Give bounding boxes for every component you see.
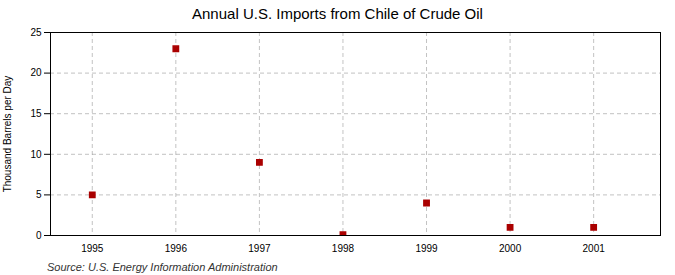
svg-text:2000: 2000 — [499, 243, 522, 254]
svg-text:Thousand Barrels per Day: Thousand Barrels per Day — [2, 76, 13, 193]
svg-text:10: 10 — [30, 149, 42, 160]
svg-text:20: 20 — [30, 67, 42, 78]
svg-text:1997: 1997 — [248, 243, 271, 254]
svg-text:1996: 1996 — [165, 243, 188, 254]
svg-text:2001: 2001 — [583, 243, 606, 254]
svg-text:25: 25 — [30, 27, 42, 38]
svg-text:5: 5 — [36, 189, 42, 200]
svg-text:1999: 1999 — [415, 243, 438, 254]
svg-text:1995: 1995 — [81, 243, 104, 254]
svg-text:15: 15 — [30, 108, 42, 119]
svg-text:1998: 1998 — [332, 243, 355, 254]
html-text:Annual U.S. Imports from Chile: Annual U.S. Imports from Chile of Crude … — [192, 5, 483, 22]
svg-text:0: 0 — [36, 230, 42, 241]
html-text:Source: U.S. Energy Informatio: Source: U.S. Energy Information Administ… — [47, 261, 278, 273]
